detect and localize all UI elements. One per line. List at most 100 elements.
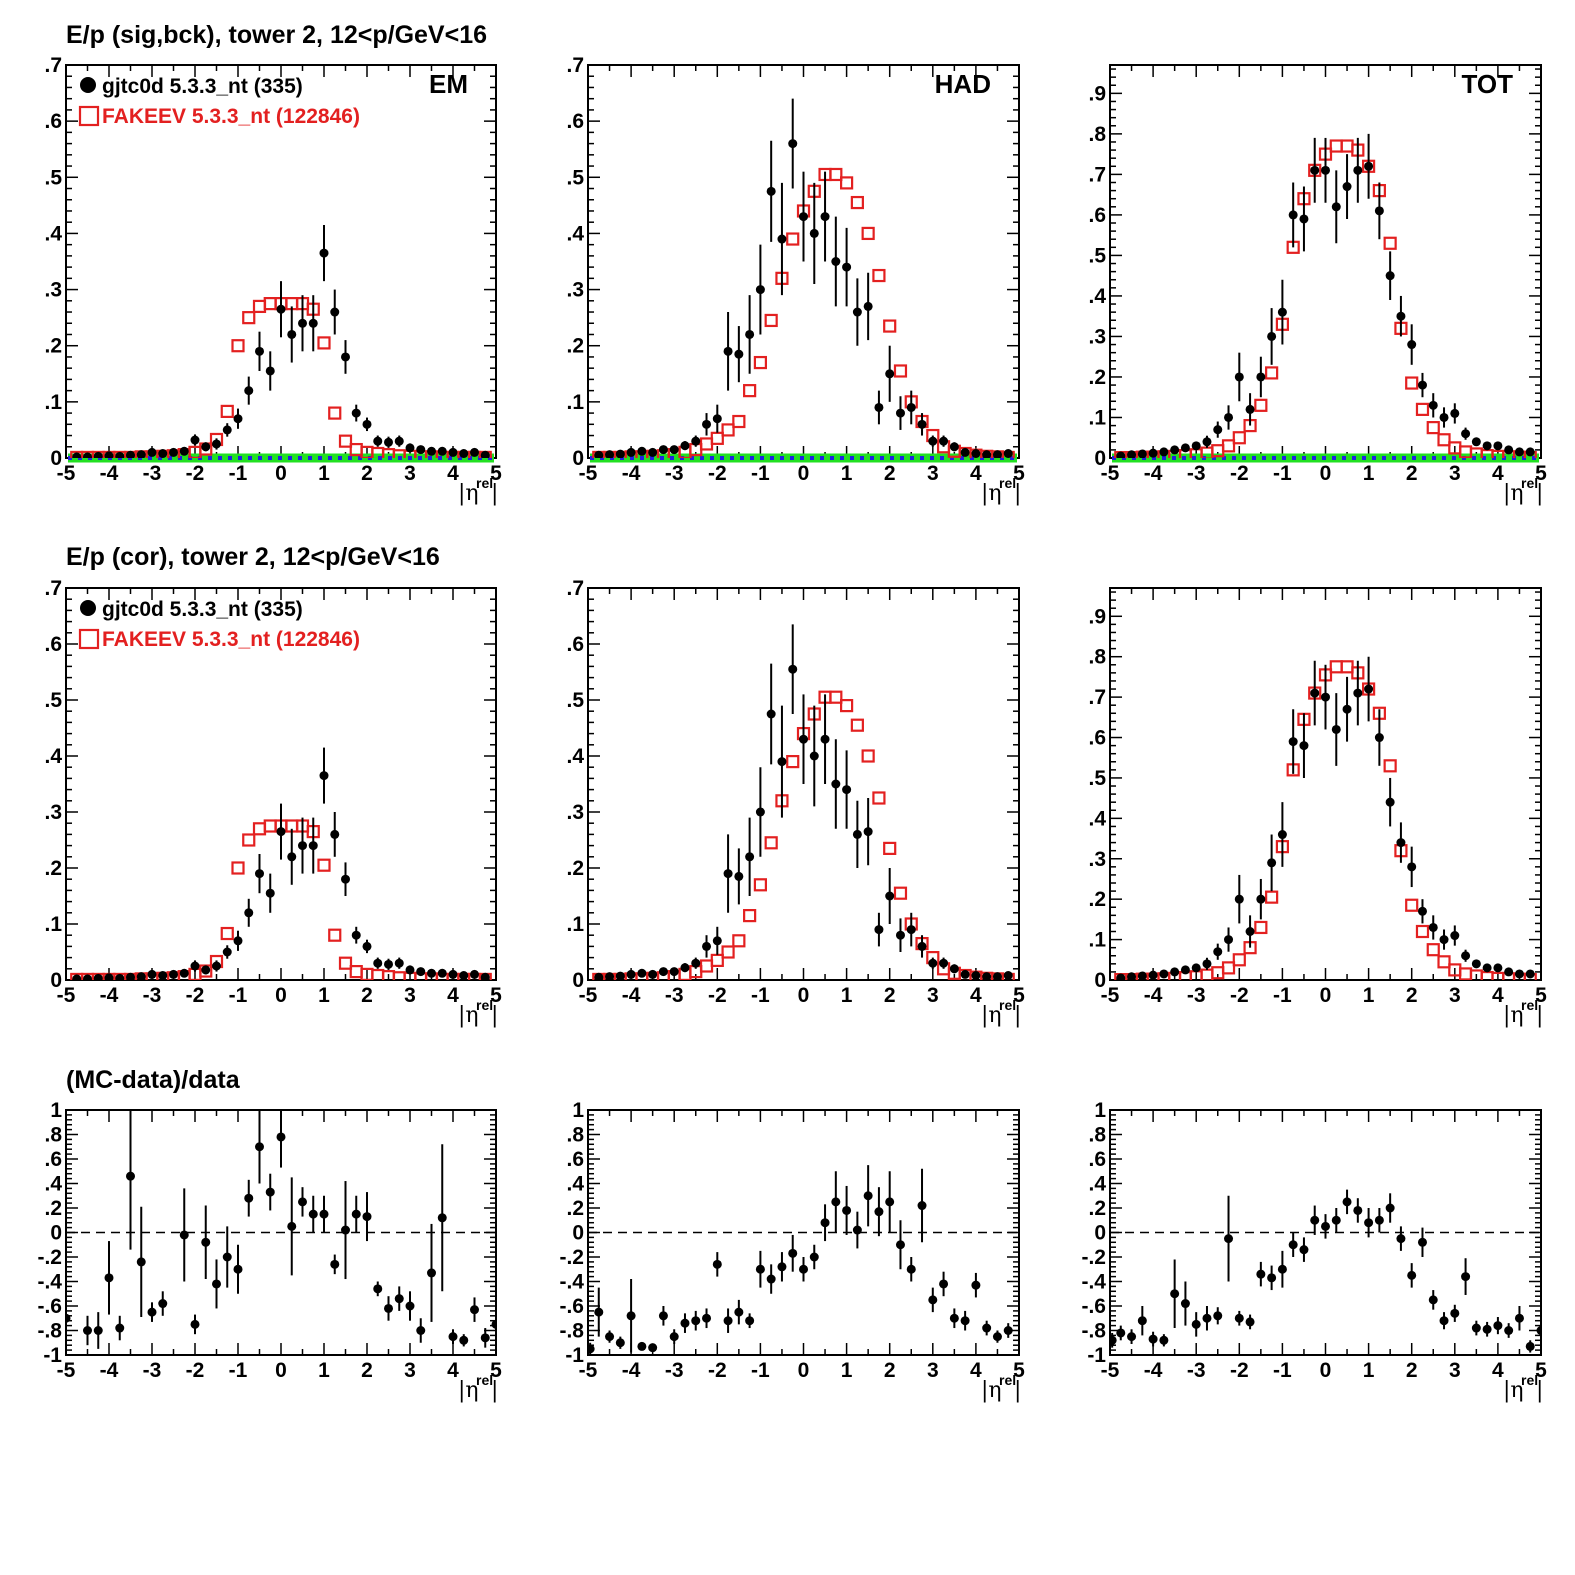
data-point [330, 1259, 340, 1269]
data-point [1385, 1203, 1395, 1213]
data-point [470, 447, 479, 457]
data-point [416, 967, 426, 977]
data-point [885, 891, 895, 901]
mc-point [1480, 970, 1494, 980]
data-point [1342, 704, 1352, 714]
x-tick-label: 4 [970, 984, 982, 1007]
row-title-ratio: (MC-data)/data [66, 1066, 241, 1094]
y-tick-label: -.2 [1081, 1246, 1106, 1269]
panel-tag: EM [429, 69, 468, 99]
x-tick-label: 5 [490, 984, 502, 1007]
x-axis-label-sup: rel [1521, 997, 1538, 1013]
data-point [1213, 947, 1223, 957]
y-tick-label: .2 [566, 857, 584, 880]
data-layer [66, 1110, 496, 1349]
data-point [1450, 408, 1460, 418]
data-point [885, 369, 895, 379]
data-point [1170, 1289, 1180, 1299]
data-point [1493, 1321, 1503, 1331]
data-point [222, 947, 232, 957]
data-point [863, 301, 873, 311]
data-point [1127, 1332, 1137, 1342]
data-point [1256, 1269, 1266, 1279]
y-tick-label: .4 [1088, 807, 1106, 830]
data-point [147, 969, 157, 979]
x-tick-label: 3 [927, 1359, 939, 1382]
data-point [992, 1332, 1002, 1342]
data-point [373, 436, 383, 446]
data-point [971, 1280, 981, 1290]
data-point [1224, 1234, 1234, 1244]
x-tick-label: -3 [143, 1359, 162, 1382]
y-tick-label: -1 [43, 1344, 62, 1367]
data-point [362, 941, 372, 951]
y-tick-label: 1 [572, 1099, 584, 1122]
data-point [72, 974, 82, 980]
x-axis-label-close: | [1014, 481, 1021, 506]
y-tick-label: .3 [44, 801, 62, 824]
data-point [1385, 797, 1395, 807]
data-point [93, 1326, 103, 1335]
data-point [1439, 935, 1449, 945]
data-point [1116, 1328, 1126, 1338]
y-tick-label: -.4 [1081, 1271, 1106, 1294]
mc-point [850, 195, 864, 210]
mc-point [1265, 366, 1279, 380]
x-tick-label: 2 [361, 462, 373, 485]
data-point [276, 1132, 286, 1142]
data-point [1148, 448, 1158, 458]
data-point [1288, 210, 1298, 220]
data-point [799, 212, 808, 222]
data-point [330, 307, 340, 317]
x-axis-label: |η [981, 1003, 1002, 1028]
x-tick-label: 3 [927, 462, 939, 485]
data-point [351, 408, 361, 418]
data-point [1374, 206, 1384, 216]
data-point [939, 436, 949, 446]
data-point [319, 771, 329, 781]
x-tick-label: 1 [1363, 984, 1375, 1007]
data-point [1299, 741, 1309, 751]
x-tick-label: 5 [1535, 1359, 1547, 1382]
legend-mc-label: FAKEEV 5.3.3_nt (122846) [102, 628, 360, 651]
data-point [1396, 1234, 1406, 1244]
data-point [820, 1218, 830, 1228]
panel-ratio-em: -5 -4 -3 -2 -1 0 1 2 3 4 5-1-.8-.6-.4-.20.2.4.6.81… [37, 1099, 502, 1403]
data-point [1127, 972, 1137, 980]
x-tick-label: -1 [751, 984, 770, 1007]
data-point [1428, 922, 1438, 932]
data-point [691, 1316, 701, 1326]
data-point [949, 964, 959, 974]
data-point [351, 930, 361, 940]
data-point [1417, 906, 1427, 916]
data-point [992, 972, 1002, 980]
y-tick-label: .5 [566, 689, 584, 712]
data-point [201, 1237, 211, 1247]
data-point [265, 888, 275, 898]
x-tick-label: 1 [841, 984, 853, 1007]
y-tick-label: 0 [572, 447, 584, 470]
data-point [1536, 1326, 1541, 1335]
data-point [1137, 1316, 1147, 1326]
data-point [115, 451, 125, 458]
data-point [971, 449, 981, 458]
x-tick-label: 4 [1492, 984, 1504, 1007]
data-point [906, 1264, 916, 1274]
y-tick-label: .3 [1088, 325, 1106, 348]
data-point [1439, 1316, 1449, 1326]
data-point [960, 447, 970, 457]
data-point [712, 1259, 722, 1269]
legend-data-label: gjtc0d 5.3.3_nt (335) [102, 75, 303, 98]
data-point [1202, 437, 1212, 447]
x-axis-label: |η [1503, 1003, 1524, 1028]
data-point [1288, 1240, 1298, 1250]
x-tick-label: 3 [1449, 462, 1461, 485]
x-tick-label: -2 [186, 462, 205, 485]
y-tick-label: .4 [44, 745, 62, 768]
data-point [809, 1252, 819, 1262]
data-point [1148, 970, 1158, 980]
data-point [1514, 447, 1524, 457]
data-point [1277, 830, 1287, 840]
data-point [330, 829, 340, 839]
